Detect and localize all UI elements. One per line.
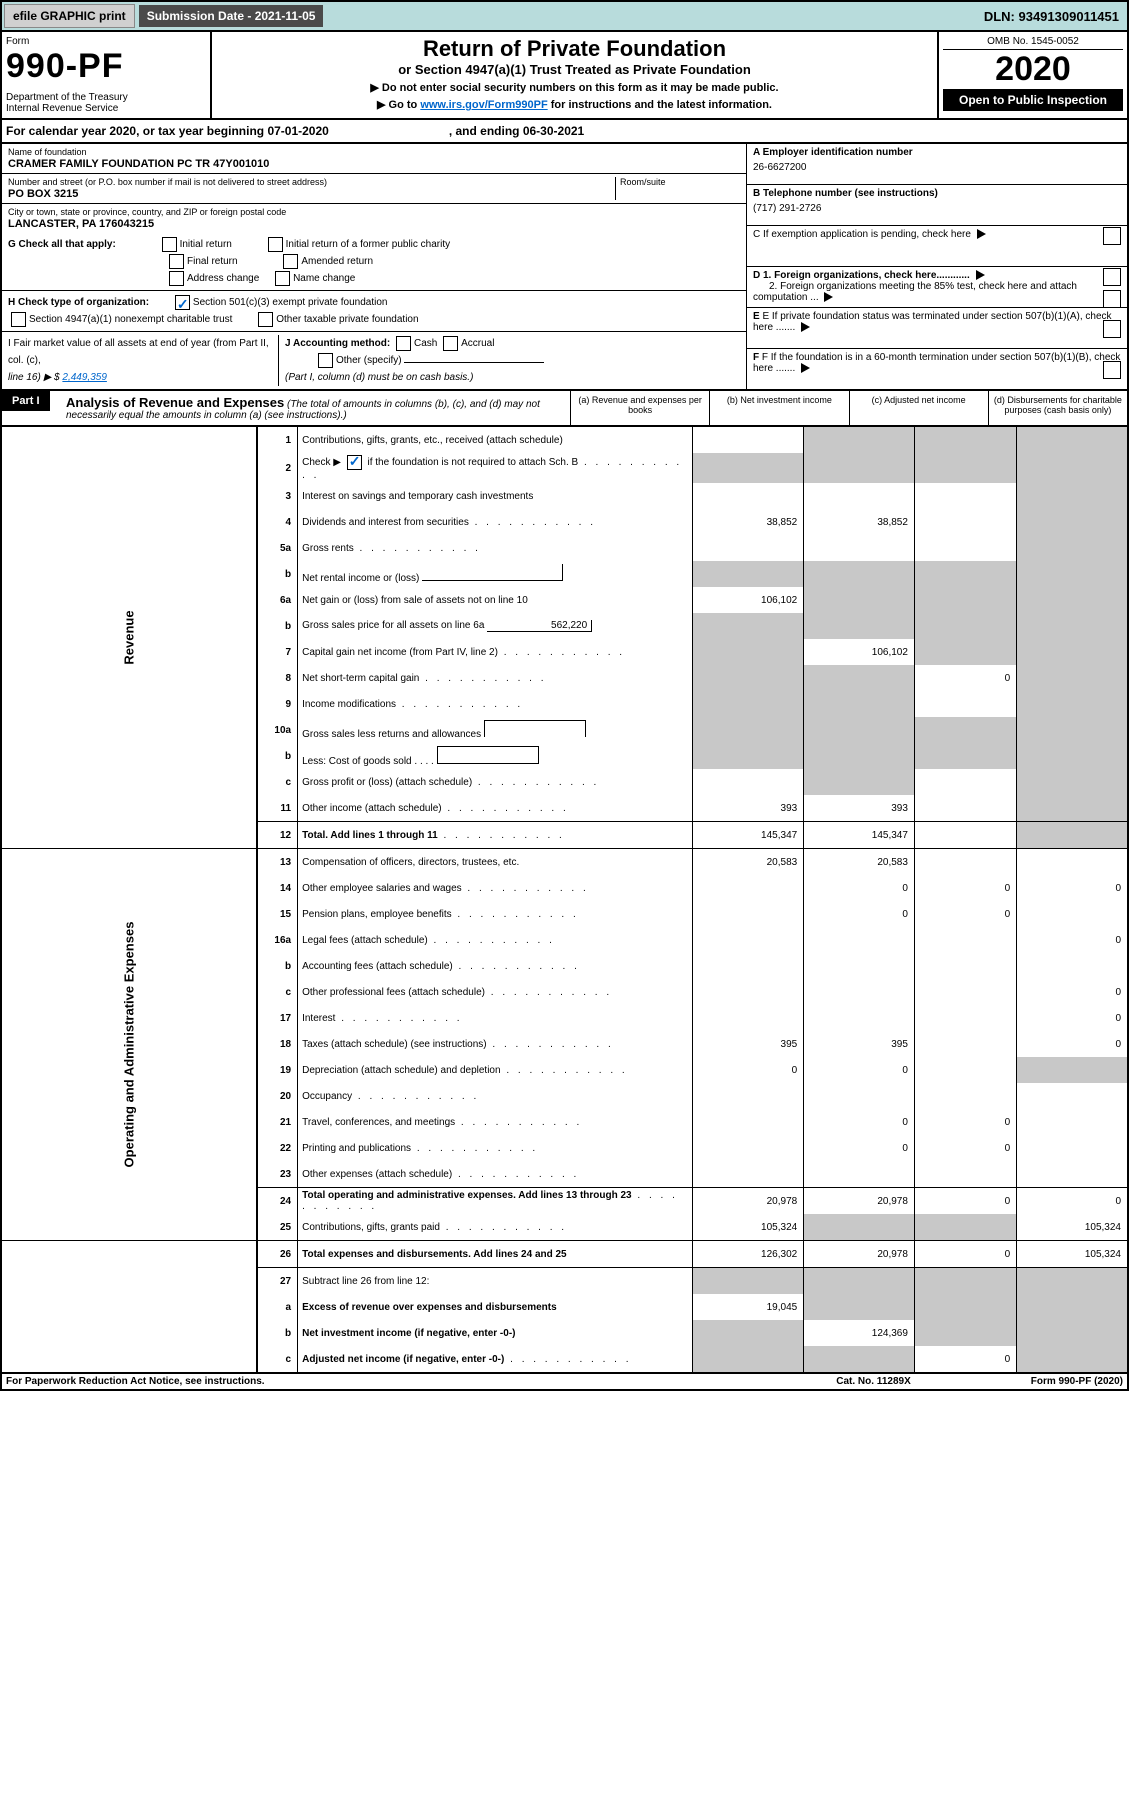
address: PO BOX 3215 <box>8 188 615 200</box>
final-return-checkbox[interactable] <box>169 254 184 269</box>
submission-date: Submission Date - 2021-11-05 <box>139 5 324 27</box>
c-checkbox[interactable] <box>1103 227 1121 245</box>
part1-header: Part I Analysis of Revenue and Expenses … <box>0 391 1129 427</box>
section-d2: 2. Foreign organizations meeting the 85%… <box>753 281 1077 303</box>
initial-return-checkbox[interactable] <box>162 237 177 252</box>
col-c-header: (c) Adjusted net income <box>849 391 988 425</box>
part1-tag: Part I <box>2 391 50 411</box>
city-label: City or town, state or province, country… <box>8 207 740 217</box>
section-g: G Check all that apply: Initial return I… <box>2 233 746 291</box>
form-ref: Form 990-PF (2020) <box>1031 1376 1123 1387</box>
main-table: Revenue 1Contributions, gifts, grants, e… <box>0 427 1129 1374</box>
info-block: Name of foundationCRAMER FAMILY FOUNDATI… <box>0 144 1129 391</box>
form-label: Form <box>6 36 206 47</box>
amended-checkbox[interactable] <box>283 254 298 269</box>
arrow-icon <box>801 363 810 373</box>
section-i-j: I Fair market value of all assets at end… <box>2 332 746 389</box>
f-checkbox[interactable] <box>1103 361 1121 379</box>
revenue-side-label: Revenue <box>121 515 136 761</box>
tel-label: B Telephone number (see instructions) <box>753 188 938 199</box>
form-note-2: ▶ Go to www.irs.gov/Form990PF for instru… <box>216 98 933 111</box>
city: LANCASTER, PA 176043215 <box>8 218 740 230</box>
section-c: C If exemption application is pending, c… <box>753 229 971 240</box>
501c3-checkbox[interactable] <box>175 295 190 310</box>
name-label: Name of foundation <box>8 147 740 157</box>
col-d-header: (d) Disbursements for charitable purpose… <box>988 391 1127 425</box>
address-change-checkbox[interactable] <box>169 271 184 286</box>
fmv-value: 2,449,359 <box>62 372 107 383</box>
e-checkbox[interactable] <box>1103 320 1121 338</box>
efile-print-button[interactable]: efile GRAPHIC print <box>4 4 135 28</box>
initial-former-checkbox[interactable] <box>268 237 283 252</box>
4947-checkbox[interactable] <box>11 312 26 327</box>
ein-label: A Employer identification number <box>753 147 913 158</box>
form-number: 990-PF <box>6 47 206 86</box>
d1-checkbox[interactable] <box>1103 268 1121 286</box>
footer: For Paperwork Reduction Act Notice, see … <box>0 1374 1129 1391</box>
arrow-icon <box>824 292 833 302</box>
form-header: Form 990-PF Department of the Treasury I… <box>0 32 1129 120</box>
dln: DLN: 93491309011451 <box>984 9 1125 24</box>
cash-checkbox[interactable] <box>396 336 411 351</box>
form-subtitle: or Section 4947(a)(1) Trust Treated as P… <box>216 62 933 77</box>
foundation-name: CRAMER FAMILY FOUNDATION PC TR 47Y001010 <box>8 158 740 170</box>
paperwork-notice: For Paperwork Reduction Act Notice, see … <box>6 1376 265 1387</box>
form-title: Return of Private Foundation <box>216 36 933 62</box>
col-a-header: (a) Revenue and expenses per books <box>570 391 709 425</box>
telephone: (717) 291-2726 <box>753 203 1121 214</box>
d2-checkbox[interactable] <box>1103 290 1121 308</box>
irs-link[interactable]: www.irs.gov/Form990PF <box>420 99 547 111</box>
schb-checkbox[interactable] <box>347 455 362 470</box>
section-d1: D 1. Foreign organizations, check here..… <box>753 270 970 281</box>
expenses-side-label: Operating and Administrative Expenses <box>121 922 136 1168</box>
section-h: H Check type of organization: Section 50… <box>2 291 746 332</box>
omb-number: OMB No. 1545-0052 <box>943 36 1123 50</box>
other-tax-checkbox[interactable] <box>258 312 273 327</box>
arrow-icon <box>801 322 810 332</box>
room-label: Room/suite <box>620 177 740 187</box>
tax-year: 2020 <box>943 50 1123 89</box>
calendar-year: For calendar year 2020, or tax year begi… <box>0 120 1129 144</box>
col-b-header: (b) Net investment income <box>709 391 848 425</box>
top-bar: efile GRAPHIC print Submission Date - 20… <box>0 0 1129 32</box>
other-method-checkbox[interactable] <box>318 353 333 368</box>
cat-no: Cat. No. 11289X <box>836 1376 910 1387</box>
dept-label: Department of the Treasury Internal Reve… <box>6 92 206 114</box>
open-public: Open to Public Inspection <box>943 89 1123 111</box>
accrual-checkbox[interactable] <box>443 336 458 351</box>
arrow-icon <box>977 229 986 239</box>
ein: 26-6627200 <box>753 162 1121 173</box>
addr-label: Number and street (or P.O. box number if… <box>8 177 615 187</box>
name-change-checkbox[interactable] <box>275 271 290 286</box>
form-note-1: ▶ Do not enter social security numbers o… <box>216 81 933 94</box>
arrow-icon <box>976 270 985 280</box>
